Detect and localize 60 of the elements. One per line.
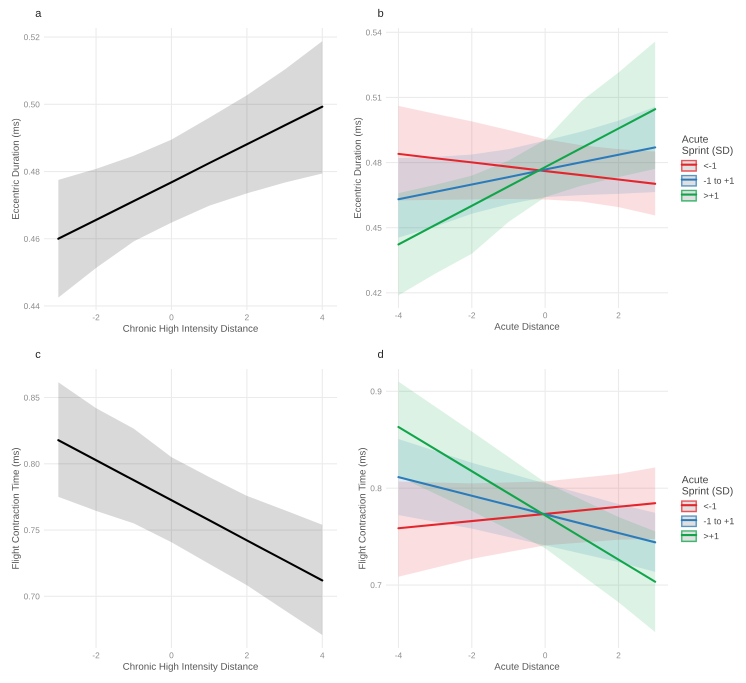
- y-tick-label: 0.8: [370, 485, 382, 492]
- x-tick-label: -2: [468, 652, 476, 658]
- chart-title: b: [378, 8, 384, 17]
- y-tick-label: 0.42: [366, 290, 382, 296]
- x-tick-label: 2: [616, 312, 620, 318]
- y-tick-label: 0.7: [370, 582, 382, 588]
- line-series: [397, 152, 656, 185]
- legend-label: -1 to +1: [704, 518, 734, 524]
- y-tick-label: 0.54: [366, 30, 382, 36]
- y-tick-label: 0.75: [24, 527, 40, 534]
- x-axis-title: Chronic High Intensity Distance: [123, 662, 258, 672]
- y-tick-label: 0.85: [24, 394, 40, 401]
- line-series: [397, 476, 656, 544]
- y-tick-label: 0.50: [24, 102, 40, 108]
- x-axis-title: Acute Distance: [494, 322, 560, 330]
- legend-label: >+1: [704, 192, 719, 199]
- chart-title: a: [36, 10, 42, 17]
- y-tick-label: 0.44: [24, 303, 40, 310]
- legend-title: Acute Sprint (SD): [682, 476, 733, 497]
- y-tick-label: 0.70: [24, 594, 40, 600]
- x-tick-label: 2: [244, 652, 249, 658]
- y-axis-title: Eccentric Duration (ms): [12, 118, 21, 219]
- y-tick-label: 0.48: [24, 168, 40, 175]
- y-axis-title: Flight Contraction Time (ms): [12, 448, 21, 569]
- y-axis-title: Eccentric Duration (ms): [354, 118, 363, 218]
- y-axis-title: Flight Contraction Time (ms): [358, 448, 368, 569]
- line-series: [57, 106, 324, 240]
- x-tick-label: -2: [92, 314, 100, 320]
- chart-title: d: [378, 350, 384, 358]
- legend-label: >+1: [704, 532, 719, 540]
- x-tick-label: 0: [169, 652, 174, 658]
- legend-title: Acute Sprint (SD): [682, 136, 733, 156]
- line-series: [57, 439, 324, 582]
- line-series: [397, 146, 656, 200]
- x-tick-label: -4: [395, 652, 402, 658]
- x-tick-label: 2: [616, 652, 620, 658]
- y-tick-label: 0.52: [24, 34, 40, 40]
- x-tick-label: 0: [169, 314, 174, 320]
- line-series: [397, 426, 656, 583]
- x-tick-label: 0: [543, 312, 548, 318]
- y-tick-label: 0.9: [370, 388, 382, 394]
- legend-label: <-1: [704, 162, 716, 169]
- legend-label: -1 to +1: [704, 178, 734, 184]
- x-axis-title: Chronic High Intensity Distance: [123, 324, 258, 334]
- x-tick-label: 0: [543, 652, 548, 658]
- y-tick-label: 0.45: [366, 224, 382, 231]
- legend-label: <-1: [704, 503, 716, 510]
- x-tick-label: 2: [244, 314, 249, 320]
- y-tick-label: 0.46: [24, 236, 40, 242]
- chart-title: c: [36, 352, 40, 358]
- line-series: [397, 502, 656, 530]
- x-axis-title: Acute Distance: [494, 662, 560, 670]
- x-tick-label: 4: [320, 652, 324, 658]
- y-tick-label: 0.48: [366, 160, 382, 166]
- x-tick-label: 4: [320, 314, 324, 320]
- y-tick-label: 0.51: [366, 94, 382, 101]
- y-tick-label: 0.80: [24, 460, 40, 467]
- x-tick-label: -2: [92, 652, 100, 658]
- x-tick-label: -2: [468, 312, 476, 318]
- x-tick-label: -4: [395, 312, 402, 318]
